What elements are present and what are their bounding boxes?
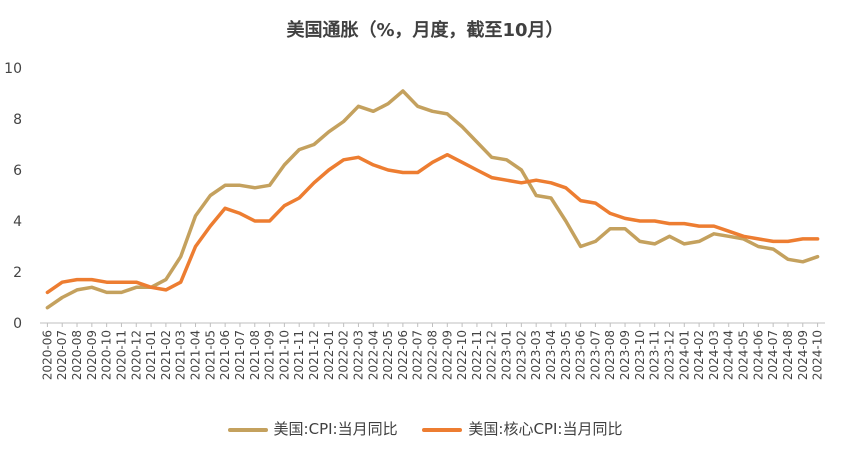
x-tick-label: 2023-08: [603, 330, 617, 380]
x-tick-label: 2020-07: [55, 330, 69, 380]
x-tick-label: 2021-04: [189, 330, 203, 380]
y-tick-label: 4: [13, 214, 22, 230]
x-tick-label: 2023-10: [633, 330, 647, 380]
legend-swatch-cpi: [227, 427, 268, 432]
x-tick-label: 2021-05: [203, 330, 217, 380]
x-tick-label: 2024-02: [692, 330, 706, 380]
x-tick-label: 2024-01: [677, 330, 691, 380]
x-tick-label: 2020-06: [40, 330, 54, 380]
legend-item-cpi: 美国:CPI:当月同比: [227, 418, 398, 439]
x-tick-label: 2020-08: [70, 330, 84, 380]
x-tick-label: 2023-04: [544, 330, 558, 380]
x-tick-label: 2022-03: [351, 330, 365, 380]
x-tick-label: 2023-03: [529, 330, 543, 380]
x-tick-label: 2024-07: [766, 330, 780, 380]
legend-label-cpi: 美国:CPI:当月同比: [273, 420, 398, 438]
x-tick-label: 2021-03: [174, 330, 188, 380]
legend-item-core-cpi: 美国:核心CPI:当月同比: [422, 418, 622, 439]
x-tick-label: 2022-11: [470, 330, 484, 380]
x-tick-label: 2024-08: [781, 330, 795, 380]
chart-title: 美国通胀（%，月度，截至10月）: [286, 20, 564, 41]
axes-layer: [40, 322, 825, 327]
x-tick-label: 2021-11: [292, 330, 306, 380]
x-tick-label: 2024-06: [751, 330, 765, 380]
x-tick-label: 2021-02: [159, 330, 173, 380]
y-tick-label: 2: [13, 265, 22, 281]
x-tick-label: 2024-03: [707, 330, 721, 380]
x-tick-label: 2022-06: [396, 330, 410, 380]
x-tick-label: 2023-06: [574, 330, 588, 380]
x-tick-label: 2023-11: [648, 330, 662, 380]
x-tick-label: 2022-08: [426, 330, 440, 380]
x-tick-label: 2021-06: [218, 330, 232, 380]
x-tick-label: 2023-09: [618, 330, 632, 380]
x-tick-label: 2020-11: [114, 330, 128, 380]
x-tick-label: 2023-12: [662, 330, 676, 380]
y-tick-label: 6: [13, 163, 22, 179]
x-tick-label: 2022-04: [366, 330, 380, 380]
x-tick-label: 2021-01: [144, 330, 158, 380]
y-tick-label: 0: [13, 316, 22, 332]
x-tick-label: 2021-07: [233, 330, 247, 380]
x-tick-label: 2020-10: [100, 330, 114, 380]
x-tick-label: 2023-02: [514, 330, 528, 380]
x-tick-label: 2021-09: [263, 330, 277, 380]
x-tick-label: 2024-10: [811, 330, 825, 380]
x-tick-label: 2022-10: [455, 330, 469, 380]
legend-label-core-cpi: 美国:核心CPI:当月同比: [468, 420, 623, 438]
y-tick-label: 10: [4, 61, 22, 77]
series-line-core-cpi: [45, 152, 820, 295]
legend-swatch-core-cpi: [422, 427, 463, 432]
x-tick-label: 2020-12: [129, 330, 143, 380]
series-line-cpi: [45, 89, 820, 310]
y-tick-label: 8: [13, 112, 22, 128]
x-tick-label: 2023-07: [588, 330, 602, 380]
x-tick-label: 2020-09: [85, 330, 99, 380]
series-layer: [45, 89, 820, 310]
x-tick-label: 2021-10: [277, 330, 291, 380]
x-tick-label: 2022-09: [440, 330, 454, 380]
x-tick-label: 2022-02: [337, 330, 351, 380]
legend: 美国:CPI:当月同比 美国:核心CPI:当月同比: [0, 418, 850, 439]
x-tick-label: 2022-01: [322, 330, 336, 380]
x-tick-label: 2021-12: [307, 330, 321, 380]
x-tick-label: 2022-07: [411, 330, 425, 380]
x-tick-label: 2022-05: [381, 330, 395, 380]
x-tick-label: 2022-12: [485, 330, 499, 380]
x-tick-label: 2024-04: [722, 330, 736, 380]
x-tick-label: 2021-08: [248, 330, 262, 380]
x-tick-label: 2024-09: [796, 330, 810, 380]
x-tick-label: 2023-05: [559, 330, 573, 380]
x-tick-label: 2023-01: [500, 330, 514, 380]
x-tick-label: 2024-05: [737, 330, 751, 380]
